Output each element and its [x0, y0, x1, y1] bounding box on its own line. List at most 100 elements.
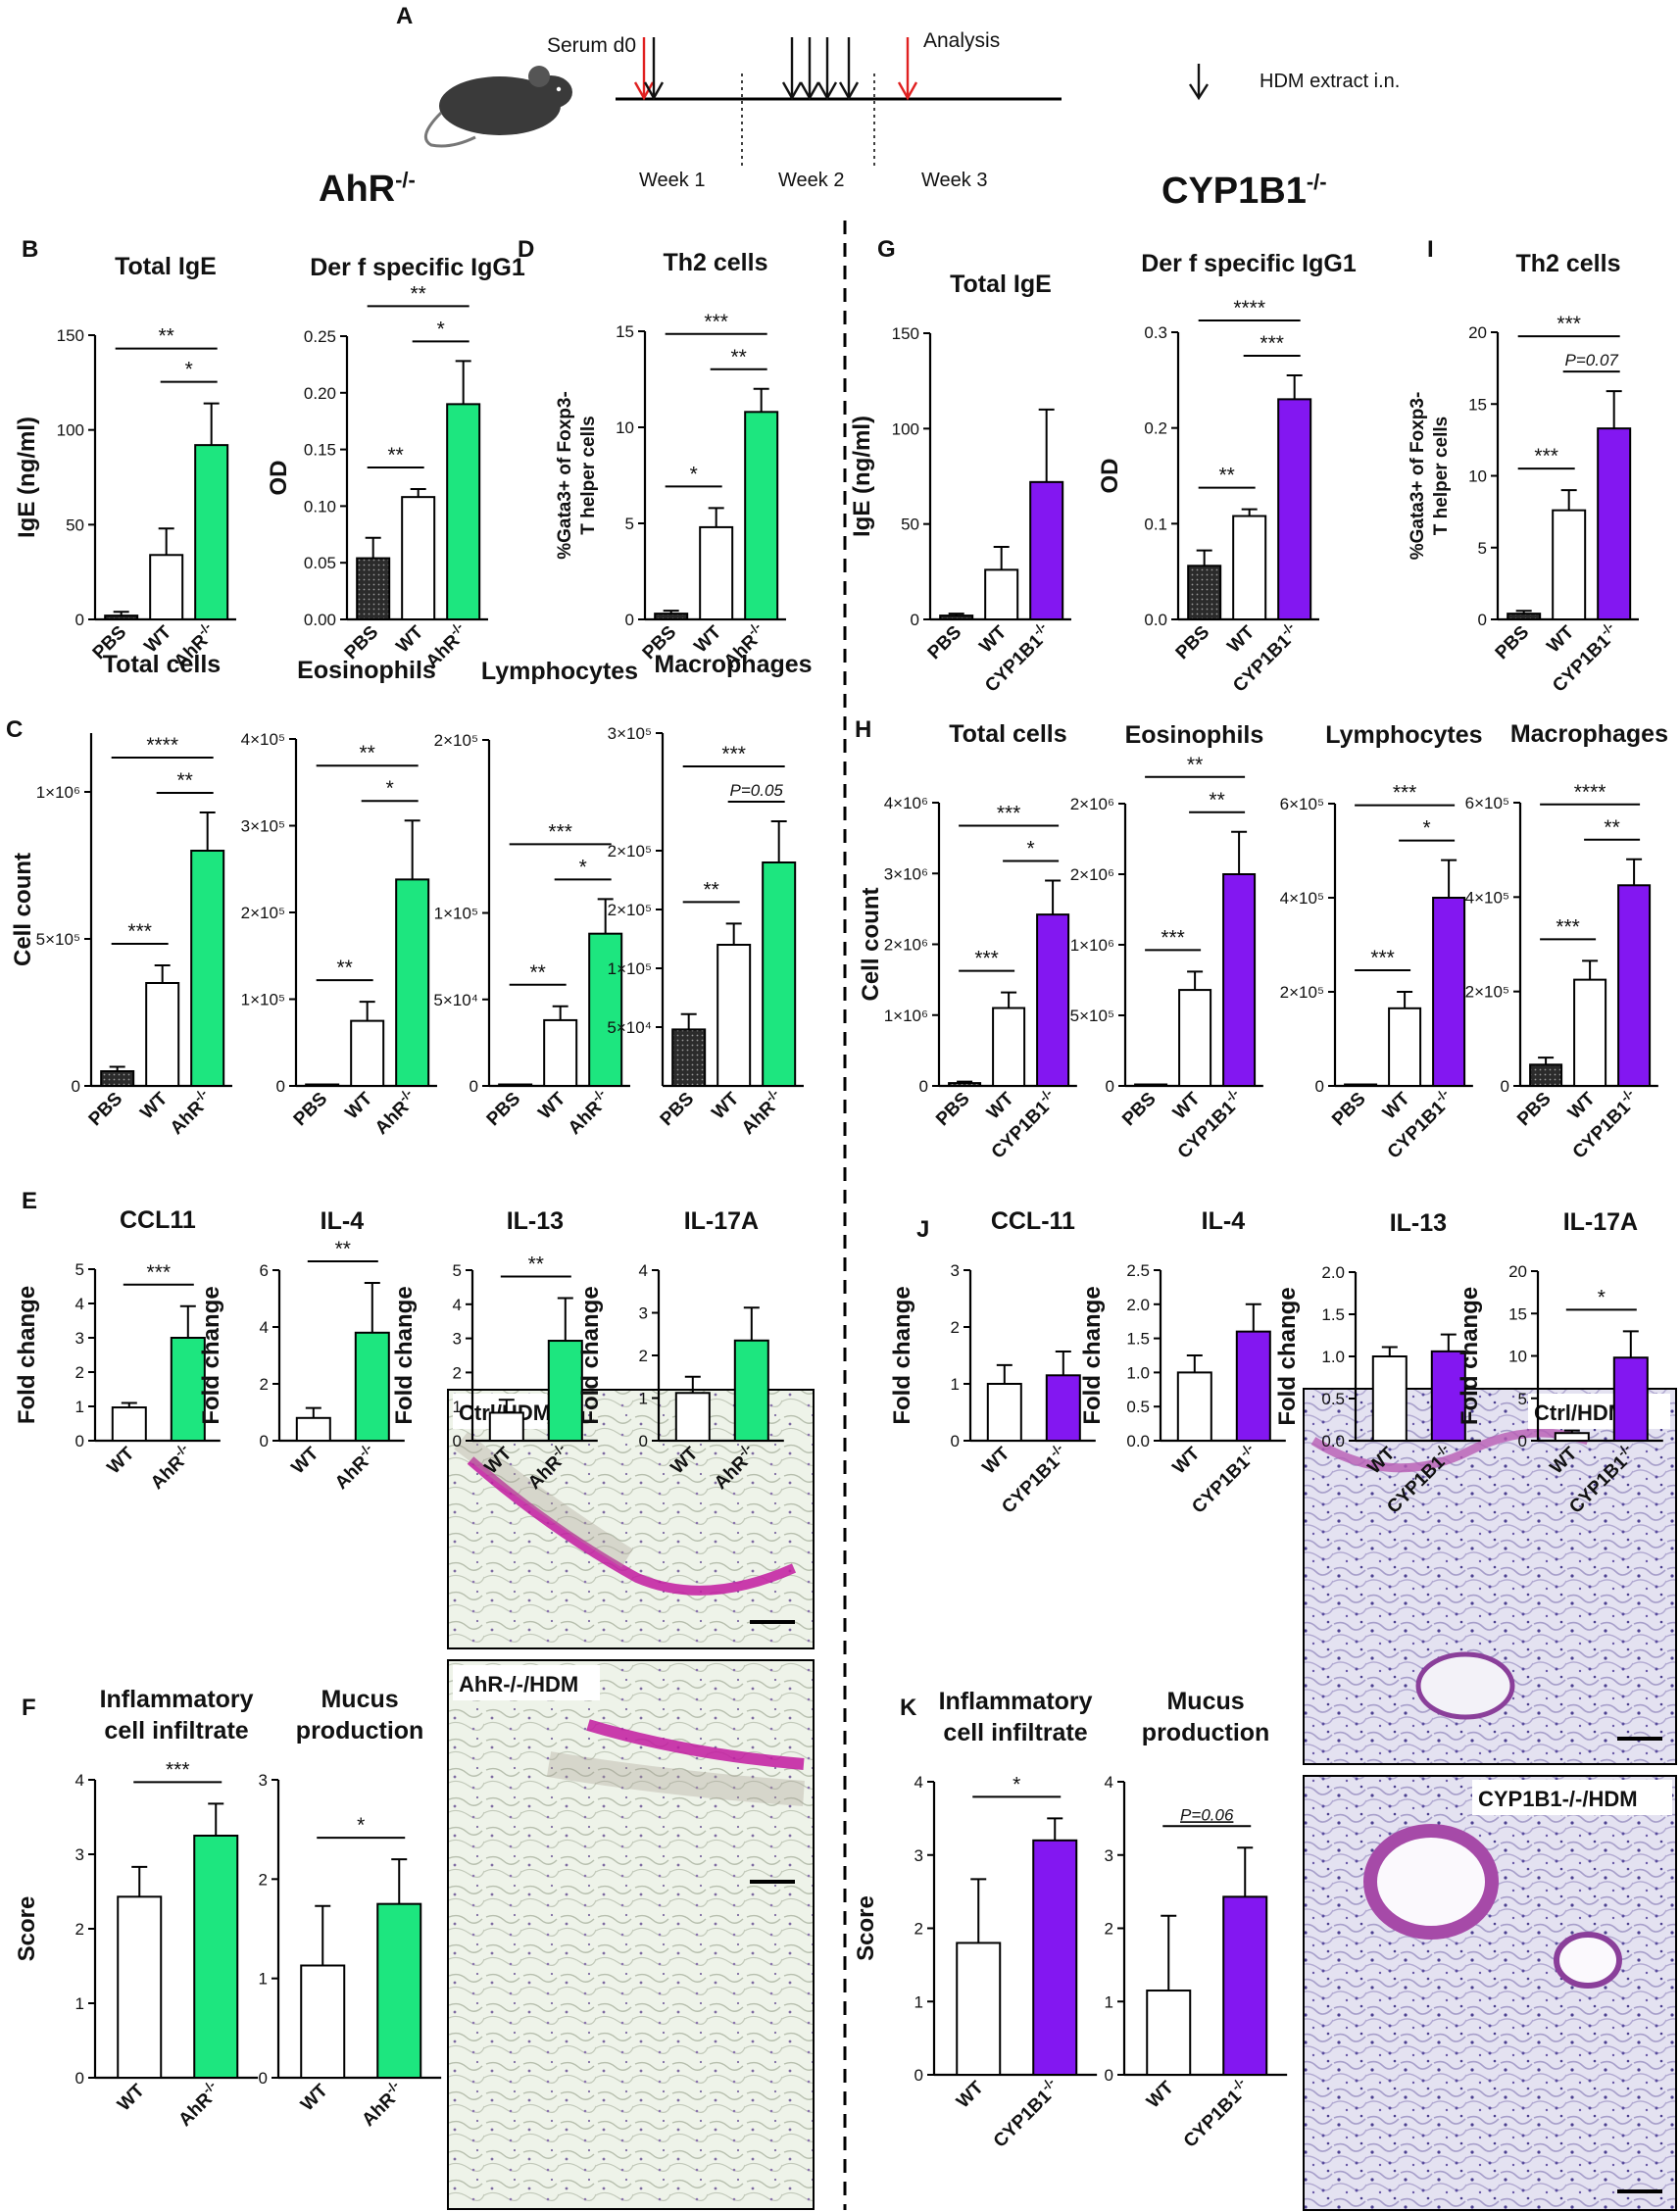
panel-letter-j: J [916, 1216, 929, 1243]
chart-k1: K Inflammatory cell infiltrate 0 1 2 3 4 Score WT… [853, 1688, 1098, 2152]
panel-letter-c: C [6, 716, 23, 743]
significance-label: ** [704, 878, 719, 901]
bar-wt [145, 982, 180, 1087]
bar-wt [1554, 1432, 1590, 1442]
chart-title: IL-13 [507, 1207, 564, 1235]
y-tick-label: 5 [453, 1261, 462, 1280]
x-tick-label: WT [1564, 1088, 1600, 1123]
y-tick-label: 1×10⁶ [1070, 936, 1114, 955]
significance-label: *** [1393, 782, 1417, 805]
header-cyp1b1: CYP1B1-/- [1161, 170, 1327, 212]
week-2-label: Week 2 [778, 170, 844, 191]
y-tick-label: 1 [639, 1390, 648, 1408]
histology-label: Ctrl/HDM [1534, 1401, 1626, 1425]
y-tick-label: 0 [1315, 1077, 1324, 1096]
significance-label: **** [146, 734, 178, 757]
significance-label: *** [1556, 915, 1580, 938]
y-axis-label: Fold change [1274, 1287, 1301, 1425]
significance-label: **** [1574, 781, 1606, 804]
bar-wt [956, 1942, 1002, 2076]
x-tick-label: PBS [483, 1089, 524, 1130]
y-tick-label: 15 [1508, 1304, 1527, 1323]
bar-cyp1b1 [1277, 398, 1312, 620]
arrow-group [633, 37, 1210, 101]
bar-ahr [354, 1331, 390, 1443]
y-tick-label: 0 [276, 1077, 285, 1096]
x-tick-label: WT [1223, 621, 1259, 657]
y-tick-label: 6×10⁵ [1465, 794, 1509, 812]
x-tick-label: WT [114, 2080, 149, 2115]
panel-letter-f: F [22, 1695, 36, 1721]
y-axis-label: Fold change [198, 1286, 224, 1424]
panel-letter-b: B [22, 236, 38, 263]
bar-wt [984, 568, 1019, 620]
bar-wt [1232, 515, 1267, 621]
significance-label: *** [147, 1261, 172, 1284]
y-tick-label: 3 [75, 1845, 84, 1864]
y-tick-label: 3 [914, 1846, 923, 1865]
y-tick-label: 0 [75, 2069, 84, 2088]
y-tick-label: 0 [453, 1432, 462, 1450]
chart-title: production [296, 1717, 424, 1745]
x-tick-label: WT [297, 2080, 332, 2115]
chart-d: D Th2 cells 0 5 10 15 %Gata3+ of Foxp3- T helpe… [518, 236, 786, 672]
histology-label: AhR-/-/HDM [459, 1672, 578, 1696]
panel-letter-a: A [396, 3, 413, 29]
bar-wt [543, 1018, 578, 1088]
mouse-icon [423, 66, 572, 148]
y-tick-label: 4 [75, 1771, 84, 1790]
hdm-arrow-head [799, 81, 820, 101]
y-axis-label: Fold change [1079, 1286, 1106, 1424]
y-tick-label: 2×10⁶ [1070, 865, 1114, 884]
x-tick-label: PBS [932, 1089, 973, 1130]
bar-ahr [170, 1337, 206, 1442]
y-tick-label: 2×10⁵ [1465, 983, 1509, 1002]
bar-pbs [1187, 565, 1222, 620]
chart-title: Total IgE [950, 270, 1052, 298]
y-tick-label: 6 [260, 1261, 269, 1280]
y-tick-label: 2.0 [1321, 1263, 1345, 1282]
bar-cyp1b1 [1597, 427, 1632, 620]
chart-title: IL-17A [1563, 1208, 1638, 1236]
y-tick-label: 1 [914, 1992, 923, 2011]
y-tick-label: 0 [625, 611, 634, 629]
x-tick-label: WT [953, 2077, 988, 2112]
x-tick-label: PBS [1118, 1089, 1160, 1130]
x-tick-label: WT [341, 1088, 376, 1123]
y-tick-label: 3 [1105, 1846, 1113, 1865]
y-tick-label: 4 [914, 1773, 923, 1792]
x-tick-label: WT [1169, 1443, 1205, 1478]
bar-pbs [356, 557, 391, 620]
chart-title: Th2 cells [663, 249, 767, 276]
panel-letter-k: K [900, 1695, 917, 1721]
panel-letter-d: D [518, 236, 534, 263]
chart-f2: Mucus production 0 1 2 3 WT AhR-/- * [259, 1686, 442, 2131]
y-tick-label: 2.5 [1126, 1261, 1150, 1280]
y-tick-label: 2 [259, 1870, 268, 1889]
x-tick-label: AhR-/- [144, 1441, 197, 1494]
chart-title: cell infiltrate [943, 1719, 1087, 1746]
x-tick-label: WT [1543, 621, 1578, 657]
y-tick-label: 0 [1106, 1077, 1114, 1096]
bar-cyp1b1 [1029, 480, 1064, 620]
bar-wt [350, 1019, 385, 1087]
y-tick-label: 0.5 [1321, 1390, 1345, 1408]
chart-b2: Der f specific IgG1 0.00 0.05 0.10 0.15 0.20 0… [266, 254, 525, 672]
bar-wt [699, 525, 734, 620]
chart-k2: Mucus production 0 1 2 3 4 WT CYP1B1-/- P=0.06 [1105, 1688, 1288, 2152]
bar-pbs [1507, 613, 1542, 621]
significance-label: P=0.07 [1565, 351, 1619, 369]
bar-ahr [190, 850, 225, 1087]
y-tick-label: 0.0 [1144, 611, 1167, 629]
y-axis-label: %Gata3+ of Foxp3- T helper cells [1408, 392, 1452, 561]
y-tick-label: 3 [259, 1771, 268, 1790]
chart-title: Eosinophils [297, 657, 436, 684]
x-tick-label: WT [1169, 1088, 1205, 1123]
bar-wt [488, 1411, 524, 1442]
y-tick-label: 1 [951, 1375, 960, 1394]
bar-cyp1b1 [1612, 1356, 1649, 1442]
